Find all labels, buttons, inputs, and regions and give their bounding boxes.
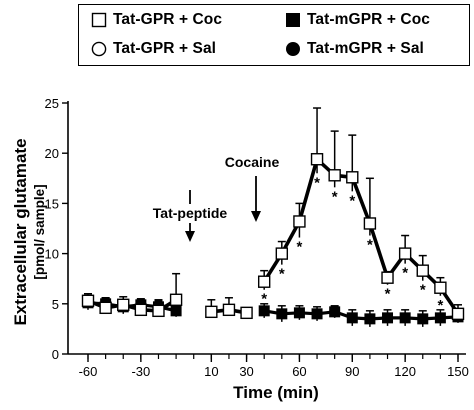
data-point-filled-square bbox=[276, 308, 288, 320]
x-tick-label: 150 bbox=[447, 364, 469, 379]
legend-label: Tat-mGPR + Coc bbox=[307, 11, 430, 28]
y-tick-label: 20 bbox=[45, 146, 59, 161]
significance-markers: * * * * * * * * * * * bbox=[261, 174, 443, 313]
open-circle-marker-icon bbox=[91, 41, 107, 57]
data-point-open-square bbox=[381, 271, 394, 284]
open-square-marker-icon bbox=[91, 12, 107, 28]
data-point-open-square bbox=[240, 306, 253, 320]
series-lines bbox=[87, 157, 460, 321]
data-point-open-square bbox=[81, 294, 95, 307]
data-point-open-square bbox=[99, 301, 112, 315]
y-tick-label: 10 bbox=[45, 247, 59, 262]
legend-item-tat-mgpr-sal: Tat-mGPR + Sal bbox=[285, 40, 424, 58]
legend-item-tat-gpr-coc: Tat-GPR + Coc bbox=[91, 11, 222, 29]
annotation-arrow-head bbox=[251, 211, 261, 222]
data-point-open-square bbox=[328, 169, 341, 182]
filled-square-marker-icon bbox=[286, 13, 300, 27]
data-point-open-square bbox=[398, 247, 412, 260]
legend-item-tat-gpr-sal: Tat-GPR + Sal bbox=[91, 40, 216, 58]
data-point-open-square bbox=[169, 293, 183, 306]
significance-star: * bbox=[402, 265, 408, 282]
x-tick-label: -60 bbox=[79, 364, 98, 379]
data-point-filled-square bbox=[293, 307, 305, 319]
data-point-open-square bbox=[205, 305, 218, 319]
legend: Tat-GPR + Coc Tat-mGPR + Coc Tat-GPR + S… bbox=[78, 4, 470, 66]
axis-labels: Extracellular glutamate [pmol/ sample] T… bbox=[11, 138, 319, 402]
data-point-filled-square bbox=[346, 312, 358, 324]
data-point-open-square bbox=[117, 298, 130, 312]
data-point-filled-square bbox=[311, 308, 323, 320]
x-axis-title: Time (min) bbox=[233, 383, 319, 402]
x-tick-label: 90 bbox=[345, 364, 359, 379]
data-point-open-square bbox=[134, 303, 148, 317]
legend-label: Tat-GPR + Coc bbox=[113, 11, 223, 28]
significance-star: * bbox=[297, 239, 303, 256]
y-tick-label: 15 bbox=[45, 196, 59, 211]
data-point-open-square bbox=[310, 153, 324, 166]
significance-star: * bbox=[279, 266, 285, 283]
data-point-filled-square bbox=[170, 305, 182, 317]
data-point-open-square bbox=[257, 275, 271, 288]
significance-star: * bbox=[437, 297, 443, 314]
y-axis-units: [pmol/ sample] bbox=[32, 184, 47, 279]
data-point-filled-square bbox=[382, 312, 394, 324]
series-line bbox=[262, 157, 460, 315]
x-tick-label: 10 bbox=[204, 364, 218, 379]
x-tick-label: 30 bbox=[239, 364, 253, 379]
x-tick-label: 60 bbox=[292, 364, 306, 379]
data-point-filled-square bbox=[329, 306, 341, 318]
data-point-open-square bbox=[363, 217, 377, 230]
x-tick-label: -30 bbox=[131, 364, 150, 379]
annotation-label: Cocaine bbox=[225, 154, 280, 170]
data-point-filled-square bbox=[364, 313, 376, 325]
data-point-filled-square bbox=[434, 312, 446, 324]
legend-label: Tat-mGPR + Sal bbox=[307, 40, 424, 57]
significance-star: * bbox=[332, 188, 338, 205]
legend-item-tat-mgpr-coc: Tat-mGPR + Coc bbox=[285, 11, 430, 29]
data-point-filled-square bbox=[417, 313, 429, 325]
data-point-filled-square bbox=[399, 312, 411, 324]
annotation-label: Tat-peptide bbox=[153, 205, 228, 221]
axes: 0 5 10 15 20 25 -60 -30 10 30 60 90 120 150 bbox=[45, 96, 469, 379]
data-point-open-square bbox=[275, 247, 289, 260]
legend-label: Tat-GPR + Sal bbox=[113, 40, 217, 57]
data-point-open-square bbox=[293, 215, 306, 228]
data-point-filled-square bbox=[258, 305, 270, 317]
data-point-open-square bbox=[416, 264, 429, 277]
significance-star: * bbox=[349, 192, 355, 209]
series-line bbox=[263, 309, 459, 321]
annotations: Tat-peptide Cocaine bbox=[153, 154, 280, 242]
data-point-open-square bbox=[434, 281, 447, 294]
data-point-open-square bbox=[346, 171, 359, 184]
y-tick-label: 5 bbox=[52, 297, 59, 312]
data-point-open-square bbox=[222, 303, 236, 317]
y-axis-title: Extracellular glutamate bbox=[11, 138, 30, 325]
significance-star: * bbox=[261, 291, 267, 308]
significance-star: * bbox=[367, 237, 373, 254]
series-markers bbox=[81, 153, 465, 325]
x-tick-label: 120 bbox=[394, 364, 416, 379]
significance-star: * bbox=[385, 286, 391, 303]
error-bars bbox=[84, 107, 462, 327]
filled-circle-marker-icon bbox=[286, 42, 300, 56]
data-point-open-square bbox=[451, 307, 465, 321]
significance-star: * bbox=[420, 282, 426, 299]
annotation-arrow-head bbox=[185, 231, 195, 242]
significance-star: * bbox=[314, 174, 320, 191]
y-tick-label: 25 bbox=[45, 96, 59, 111]
data-point-open-square bbox=[152, 304, 165, 318]
y-tick-label: 0 bbox=[52, 347, 59, 362]
